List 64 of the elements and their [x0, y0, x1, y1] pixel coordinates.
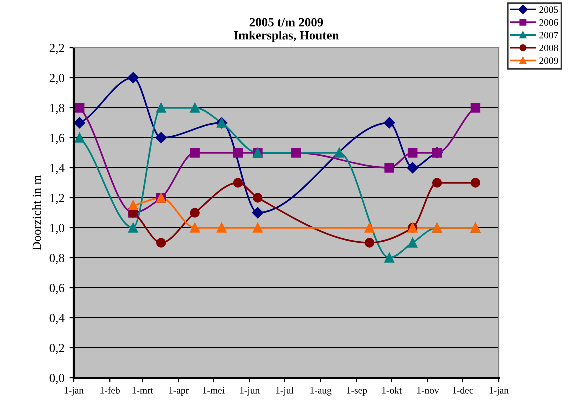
point	[190, 223, 200, 233]
point	[408, 148, 418, 158]
y-tick-label: 0,8	[50, 254, 64, 264]
point	[190, 208, 200, 218]
point	[470, 178, 481, 188]
y-tick-label: 1,0	[50, 224, 64, 234]
y-tick-label: 1,6	[50, 134, 65, 144]
x-tick-label: 1-jan	[490, 387, 509, 396]
x-tick-label: 1-jun	[240, 387, 260, 396]
point	[364, 238, 375, 248]
y-tick-label: 1,2	[50, 194, 64, 204]
legend-label: 2005	[540, 6, 558, 14]
chart-title: 2005 t/m 2009 Imkersplas, Houten	[234, 18, 340, 42]
y-tick-label: 0,2	[50, 344, 64, 354]
legend-label: 2006	[540, 19, 558, 26]
point	[128, 223, 138, 233]
x-tick-label: 1-jan	[64, 387, 84, 396]
point	[384, 117, 396, 129]
point	[74, 133, 85, 143]
legend-label: 2009	[540, 58, 558, 64]
x-tick-label: 1-okt	[382, 387, 402, 394]
y-tick-label: 2,0	[50, 74, 64, 84]
legend-label: 2008	[540, 44, 558, 52]
point	[364, 223, 375, 233]
point	[334, 148, 344, 158]
x-tick-label: 1-apr	[169, 387, 189, 396]
point	[233, 148, 244, 158]
point	[156, 238, 166, 248]
point	[292, 148, 302, 158]
y-tick-label: 0,0	[50, 374, 64, 384]
point	[190, 148, 200, 158]
y-tick-label: 0,4	[50, 314, 65, 324]
point	[156, 103, 166, 113]
point	[156, 132, 167, 144]
point	[217, 223, 227, 233]
y-tick-label: 1,4	[50, 164, 65, 174]
point	[252, 207, 264, 219]
point	[407, 162, 418, 174]
point	[253, 223, 263, 233]
point	[233, 178, 244, 188]
point	[384, 253, 394, 263]
x-tick-label: 1-mrt	[132, 387, 154, 394]
x-tick-label: 1-aug	[310, 387, 332, 396]
point	[128, 72, 139, 84]
point	[384, 163, 394, 173]
y-tick-label: 2,2	[50, 44, 64, 54]
x-tick-label: 1-dec	[452, 387, 474, 394]
point	[128, 200, 138, 210]
y-tick-label: 0,6	[50, 284, 65, 294]
x-tick-label: 1-sep	[347, 387, 368, 396]
point	[190, 103, 200, 113]
point	[74, 103, 85, 113]
y-axis-title: Doorzicht in m	[32, 175, 42, 250]
point	[74, 117, 86, 129]
x-tick-label: 1-nov	[417, 387, 440, 394]
x-tick-label: 1-jul	[276, 387, 294, 396]
x-tick-label: 1-feb	[100, 386, 120, 394]
point	[253, 193, 263, 203]
point	[408, 238, 418, 248]
point	[470, 103, 481, 113]
legend-label: 2007	[540, 32, 558, 39]
point	[432, 178, 442, 188]
y-tick-label: 1,8	[50, 104, 64, 114]
x-tick-label: 1-mei	[203, 387, 225, 394]
